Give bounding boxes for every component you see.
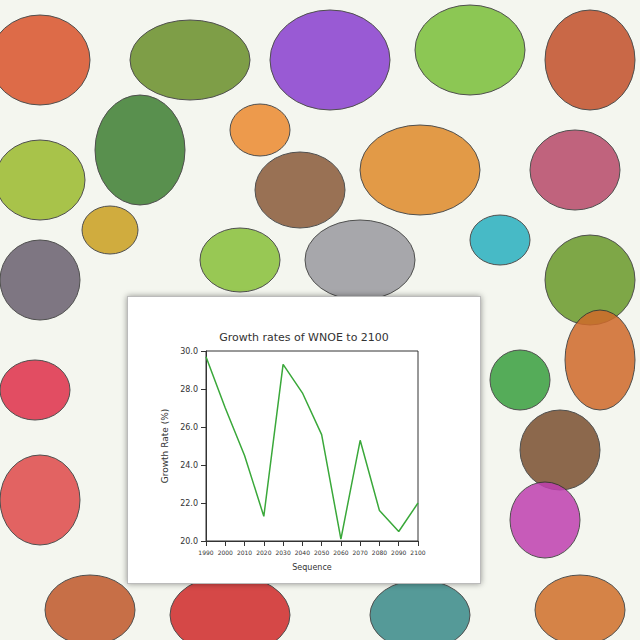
svg-text:2080: 2080 — [372, 549, 387, 556]
svg-text:Sequence: Sequence — [292, 563, 332, 572]
svg-text:2050: 2050 — [314, 549, 329, 556]
svg-text:1990: 1990 — [198, 549, 213, 556]
svg-text:28.0: 28.0 — [180, 385, 198, 394]
svg-text:22.0: 22.0 — [180, 499, 198, 508]
svg-text:Growth rates of WNOE to 2100: Growth rates of WNOE to 2100 — [219, 331, 389, 344]
svg-text:2040: 2040 — [295, 549, 310, 556]
svg-text:2000: 2000 — [218, 549, 233, 556]
svg-text:30.0: 30.0 — [180, 347, 198, 356]
svg-text:2090: 2090 — [391, 549, 406, 556]
svg-text:24.0: 24.0 — [180, 461, 198, 470]
svg-text:2100: 2100 — [410, 549, 425, 556]
svg-text:2060: 2060 — [333, 549, 348, 556]
svg-text:2010: 2010 — [237, 549, 252, 556]
svg-text:2020: 2020 — [256, 549, 271, 556]
svg-text:26.0: 26.0 — [180, 423, 198, 432]
svg-text:2030: 2030 — [275, 549, 290, 556]
svg-text:Growth Rate (%): Growth Rate (%) — [160, 409, 170, 484]
svg-text:20.0: 20.0 — [180, 537, 198, 546]
svg-text:2070: 2070 — [353, 549, 368, 556]
